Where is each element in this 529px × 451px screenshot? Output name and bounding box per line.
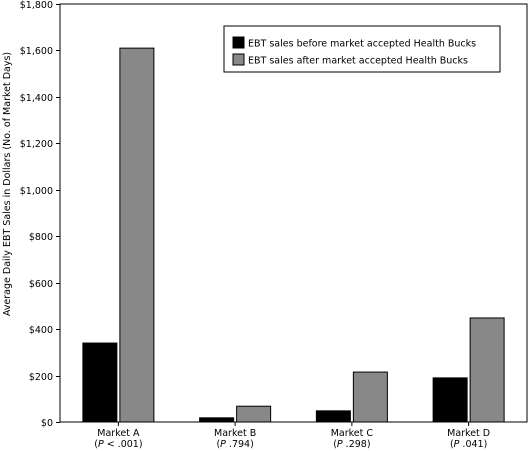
bar-before-2	[200, 418, 234, 422]
p-symbol: P	[337, 439, 343, 450]
legend-label: EBT sales before market accepted Health …	[248, 39, 476, 50]
y-tick-label: $1,200	[20, 139, 53, 150]
legend-label: EBT sales after market accepted Health B…	[248, 56, 468, 67]
bar-before-4	[433, 378, 467, 422]
y-tick-label: $400	[29, 325, 53, 336]
bar-after-2	[237, 406, 271, 422]
y-tick-label: $200	[29, 372, 53, 383]
x-axis: Market A(P < .001) Market B(P .794) Market…	[94, 422, 490, 450]
x-category-pvalue: (P < .001)	[94, 439, 142, 450]
x-category-pvalue: (P .794)	[216, 439, 253, 450]
p-symbol: P	[220, 439, 226, 450]
bar-before-1	[83, 343, 117, 422]
x-category-label: Market D	[447, 428, 490, 439]
y-tick-label: $1,400	[20, 93, 53, 104]
y-tick-label: $1,600	[20, 46, 53, 57]
legend: EBT sales before market accepted Health …	[224, 26, 500, 72]
x-category-pvalue: (P .298)	[333, 439, 370, 450]
bar-after-3	[353, 372, 387, 422]
y-tick-label: $600	[29, 279, 53, 290]
y-tick-label: $1,800	[20, 0, 53, 11]
x-category-pvalue: (P .041)	[450, 439, 487, 450]
y-tick-label: $1,000	[20, 186, 53, 197]
x-category-label: Market A	[97, 428, 140, 439]
y-tick-label: $800	[29, 232, 53, 243]
bar-after-1	[120, 48, 154, 422]
bar-after-4	[470, 318, 504, 422]
legend-swatch	[233, 54, 244, 65]
y-axis-label: Average Daily EBT Sales in Dollars (No. …	[2, 52, 13, 316]
x-category-label: Market C	[331, 428, 374, 439]
bars	[83, 48, 504, 422]
legend-swatch	[233, 37, 244, 48]
x-category-label: Market B	[214, 428, 256, 439]
p-symbol: P	[454, 439, 460, 450]
y-tick-label: $0	[41, 418, 53, 429]
bar-before-3	[316, 411, 350, 422]
p-symbol: P	[98, 439, 104, 450]
